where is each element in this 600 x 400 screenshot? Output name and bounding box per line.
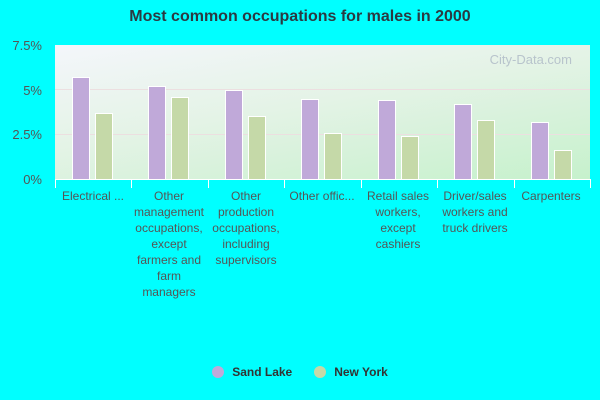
legend-label: New York bbox=[334, 365, 388, 379]
bar-new-york[interactable] bbox=[171, 96, 190, 179]
y-tick-label: 5% bbox=[23, 83, 42, 98]
bar-sand-lake[interactable] bbox=[224, 89, 243, 179]
x-category-label: Electrical ... bbox=[61, 189, 124, 203]
legend-item-sand-lake[interactable]: Sand Lake bbox=[212, 365, 292, 379]
legend-dot-icon bbox=[314, 366, 327, 378]
x-category-label: Carpenters bbox=[521, 189, 581, 203]
x-tick bbox=[55, 179, 56, 188]
bar-new-york[interactable] bbox=[324, 132, 343, 179]
legend: Sand Lake New York bbox=[0, 365, 600, 379]
plot-area: City-Data.com bbox=[55, 45, 590, 179]
bar-sand-lake[interactable] bbox=[377, 100, 396, 179]
x-category-label: Retail sales workers, except cashiers bbox=[366, 189, 430, 251]
x-tick bbox=[513, 179, 515, 188]
x-tick bbox=[207, 179, 209, 188]
x-tick bbox=[131, 179, 133, 188]
bar-new-york[interactable] bbox=[477, 120, 496, 179]
x-tick bbox=[590, 179, 591, 188]
x-category-label: Other offic... bbox=[289, 189, 355, 203]
legend-label: Sand Lake bbox=[232, 365, 293, 379]
x-category-label: Other production occupations, including … bbox=[212, 189, 280, 267]
bar-new-york[interactable] bbox=[95, 112, 113, 179]
bar-new-york[interactable] bbox=[400, 136, 419, 179]
bar-sand-lake[interactable] bbox=[301, 98, 320, 179]
x-axis bbox=[55, 179, 590, 180]
bar-sand-lake[interactable] bbox=[72, 77, 90, 179]
gridline bbox=[55, 134, 590, 135]
x-category-label: Other management occupations, except far… bbox=[133, 189, 205, 299]
x-tick bbox=[360, 179, 362, 188]
bar-new-york[interactable] bbox=[553, 150, 572, 179]
legend-item-new-york[interactable]: New York bbox=[314, 365, 388, 379]
x-tick bbox=[284, 179, 286, 188]
x-tick bbox=[437, 179, 439, 188]
x-category-label: Driver/sales workers and truck drivers bbox=[442, 189, 508, 235]
bar-new-york[interactable] bbox=[247, 116, 266, 179]
watermark: City-Data.com bbox=[489, 52, 572, 67]
y-tick-label: 7.5% bbox=[12, 38, 42, 53]
y-tick-label: 0% bbox=[23, 172, 42, 187]
bar-sand-lake[interactable] bbox=[530, 121, 549, 179]
y-tick-label: 2.5% bbox=[12, 127, 42, 142]
bar-sand-lake[interactable] bbox=[454, 103, 473, 179]
gridline bbox=[55, 89, 590, 90]
bar-sand-lake[interactable] bbox=[148, 86, 167, 179]
chart-title: Most common occupations for males in 200… bbox=[129, 8, 471, 25]
legend-dot-icon bbox=[212, 366, 225, 378]
